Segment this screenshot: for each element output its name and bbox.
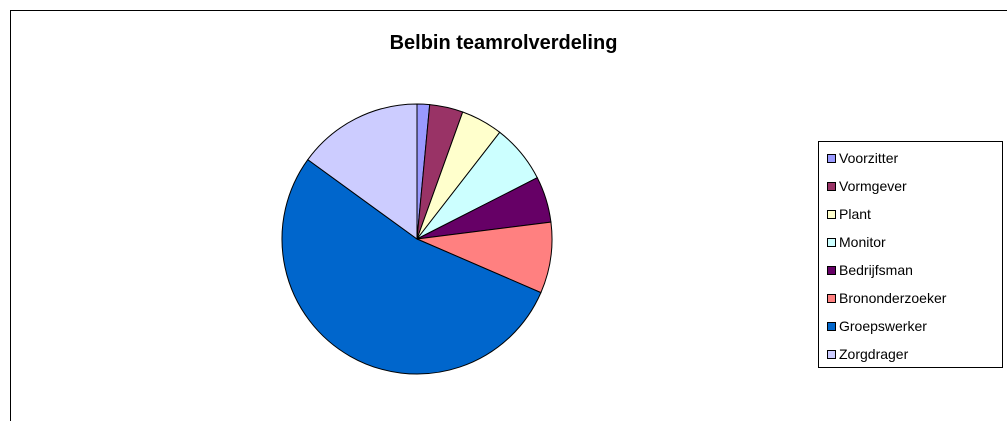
legend-label: Zorgdrager (839, 346, 909, 362)
legend-swatch (827, 209, 836, 219)
legend-swatch (827, 265, 836, 275)
legend-swatch (827, 321, 836, 331)
legend-item-voorzitter: Voorzitter (827, 148, 898, 168)
legend-swatch (827, 181, 836, 191)
legend-swatch (827, 349, 836, 359)
legend-label: Groepswerker (839, 318, 927, 334)
legend-swatch (827, 237, 836, 247)
legend-label: Monitor (839, 234, 886, 250)
legend-swatch (827, 293, 836, 303)
legend-label: Bedrijfsman (839, 262, 913, 278)
pie-chart (281, 103, 553, 375)
legend-label: Plant (839, 206, 871, 222)
legend-swatch (827, 153, 836, 163)
pie-slice-groepswerker (281, 158, 542, 375)
legend-label: Vormgever (839, 178, 907, 194)
chart-title: Belbin teamrolverdeling (389, 32, 618, 54)
legend-label: Voorzitter (839, 150, 899, 166)
legend-item-plant: Plant (827, 204, 871, 224)
chart-legend: Voorzitter Vormgever Plant Monitor Bedrijfsm… (818, 141, 1003, 368)
legend-item-monitor: Monitor (827, 232, 886, 252)
legend-item-bedrijfsman: Bedrijfsman (827, 260, 913, 280)
legend-item-zorgdrager: Zorgdrager (827, 344, 908, 364)
legend-item-vormgever: Vormgever (827, 176, 907, 196)
legend-item-groepswerker: Groepswerker (827, 316, 927, 336)
legend-item-brononderzoeker: Brononderzoeker (827, 288, 946, 308)
legend-label: Brononderzoeker (839, 290, 947, 306)
pie-slice-zorgdrager (307, 103, 418, 240)
